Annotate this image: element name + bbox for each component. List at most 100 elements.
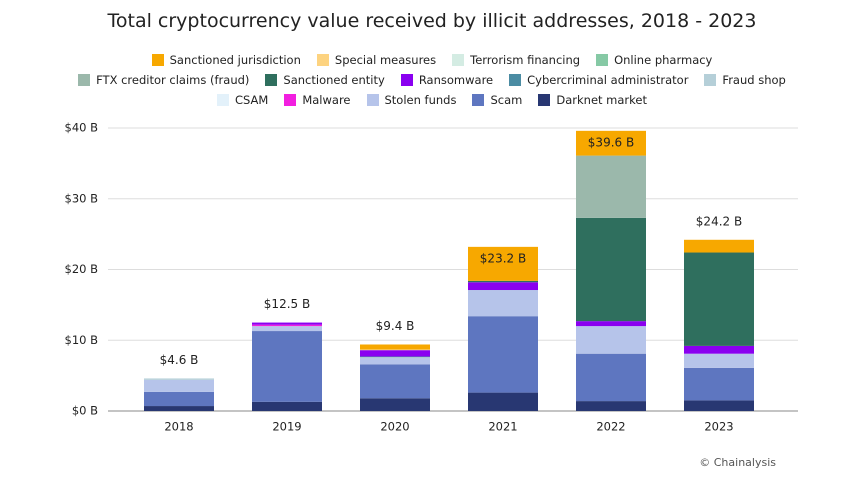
legend-label: Sanctioned entity <box>283 73 385 87</box>
legend-label: Fraud shop <box>722 73 786 87</box>
legend-label: Malware <box>302 93 351 107</box>
legend-label: Terrorism financing <box>470 53 581 67</box>
source: © Chainalysis <box>699 456 776 469</box>
bar-segment <box>252 324 322 327</box>
bar-segment <box>468 392 538 411</box>
legend-item: Sanctioned entity <box>265 73 385 87</box>
bar-segment <box>684 252 754 346</box>
legend-swatch <box>78 74 91 86</box>
x-tick-label: 2019 <box>272 420 301 434</box>
bar-segment <box>684 345 754 354</box>
bar-segment <box>576 321 646 327</box>
bar-segment <box>144 379 214 392</box>
legend-label: FTX creditor claims (fraud) <box>96 73 250 87</box>
legend-swatch <box>538 94 551 106</box>
bar-segment <box>468 246 538 281</box>
bar-segment <box>468 290 538 317</box>
bar-segment <box>468 280 538 283</box>
legend-row: CSAM Malware Stolen funds Scam Darknet marke… <box>0 90 864 110</box>
bar-segment <box>684 239 754 253</box>
legend-label: Stolen funds <box>384 93 457 107</box>
y-tick-label: $10 B <box>65 333 99 347</box>
bar-segment <box>684 400 754 411</box>
legend-label: Online pharmacy <box>614 53 713 67</box>
bar-segment <box>576 130 646 156</box>
legend-swatch <box>151 54 164 66</box>
legend-swatch <box>596 54 609 66</box>
legend: Sanctioned jurisdiction Special measures T… <box>0 50 864 110</box>
legend-swatch <box>366 94 379 106</box>
legend-label: Sanctioned jurisdiction <box>169 53 301 67</box>
bar-segment <box>684 367 754 401</box>
bar-segment <box>144 391 214 407</box>
bar-segment <box>684 353 754 368</box>
bar-segment <box>576 353 646 402</box>
bar-segment <box>252 326 322 332</box>
bar-segment <box>360 344 430 350</box>
legend-item: Cybercriminal administrator <box>509 73 688 87</box>
legend-swatch <box>704 74 717 86</box>
legend-item: Online pharmacy <box>596 53 712 67</box>
legend-swatch <box>509 74 522 86</box>
legend-item: Sanctioned jurisdiction <box>151 53 301 67</box>
x-tick-label: 2018 <box>164 420 193 434</box>
legend-row: FTX creditor claims (fraud) Sanctioned en… <box>0 70 864 90</box>
bar-segment <box>144 406 214 411</box>
bar-segment <box>252 331 322 402</box>
bar-segment <box>360 398 430 411</box>
y-tick-label: $20 B <box>65 262 99 276</box>
x-tick-label: 2021 <box>488 420 517 434</box>
y-tick-label: $40 B <box>65 121 99 135</box>
legend-swatch <box>400 74 413 86</box>
value-label: $4.6 B <box>160 353 199 367</box>
x-tick-label: 2022 <box>596 420 625 434</box>
bar-segment <box>252 322 322 325</box>
value-label: $12.5 B <box>264 297 310 311</box>
bar-segment <box>360 357 430 365</box>
legend-swatch <box>216 94 229 106</box>
bar-segment <box>576 217 646 322</box>
value-label: $23.2 B <box>480 251 526 265</box>
legend-row: Sanctioned jurisdiction Special measures T… <box>0 50 864 70</box>
y-tick-label: $0 B <box>72 404 98 418</box>
bar-segment <box>576 401 646 411</box>
legend-item: Fraud shop <box>704 73 786 87</box>
bar-segment <box>360 350 430 357</box>
legend-item: CSAM <box>216 93 269 107</box>
x-tick-label: 2023 <box>704 420 733 434</box>
value-label: $9.4 B <box>376 319 415 333</box>
value-label: $24.2 B <box>696 214 742 228</box>
legend-swatch <box>265 74 278 86</box>
legend-label: Scam <box>490 93 523 107</box>
legend-swatch <box>316 54 329 66</box>
bar-segment <box>360 349 430 351</box>
legend-item: Special measures <box>316 53 437 67</box>
legend-swatch <box>452 54 465 66</box>
y-tick-label: $30 B <box>65 191 99 205</box>
legend-item: Scam <box>472 93 522 107</box>
bar-segment <box>576 326 646 354</box>
bar-segment <box>360 356 430 358</box>
legend-label: Cybercriminal administrator <box>527 73 689 87</box>
bar-segment <box>252 401 322 411</box>
legend-label: Ransomware <box>418 73 494 87</box>
legend-item: Stolen funds <box>366 93 457 107</box>
bar-segment <box>468 316 538 393</box>
bar-segment <box>360 357 430 358</box>
legend-label: Darknet market <box>556 93 647 107</box>
legend-item: Terrorism financing <box>452 53 580 67</box>
bar-segment <box>360 364 430 399</box>
value-label: $39.6 B <box>588 135 634 149</box>
bar-segment <box>468 282 538 291</box>
chart-title: Total cryptocurrency value received by i… <box>107 10 757 32</box>
bar-segment <box>144 378 214 380</box>
legend-swatch <box>284 94 297 106</box>
legend-item: Ransomware <box>400 73 494 87</box>
legend-item: Malware <box>284 93 351 107</box>
legend-label: CSAM <box>234 93 269 107</box>
legend-label: Special measures <box>334 53 437 67</box>
legend-item: FTX creditor claims (fraud) <box>78 73 249 87</box>
legend-item: Darknet market <box>538 93 647 107</box>
